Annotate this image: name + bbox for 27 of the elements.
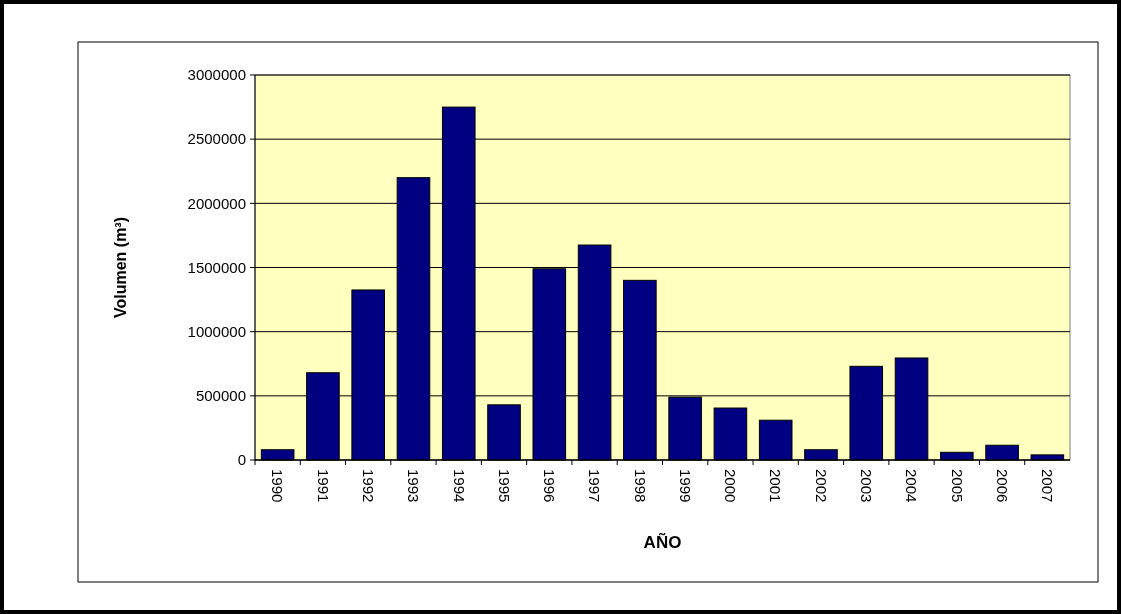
x-tick-label: 1996 — [541, 469, 559, 503]
x-tick-label: 1991 — [314, 469, 332, 503]
y-tick-label: 2500000 — [187, 130, 246, 148]
x-tick-label: 2002 — [812, 469, 830, 503]
y-tick-label: 2000000 — [187, 194, 246, 212]
x-tick-label: 2004 — [903, 469, 921, 503]
y-tick-label: 3000000 — [187, 66, 246, 84]
x-tick-label: 2001 — [767, 469, 785, 503]
x-tick-label: 1999 — [676, 469, 694, 503]
x-tick-label: 1990 — [269, 469, 287, 503]
y-tick-label: 1500000 — [187, 258, 246, 276]
x-tick-label: 1992 — [359, 469, 377, 503]
x-tick-label: 2007 — [1039, 469, 1057, 503]
y-axis-title: Volumen (m³) — [112, 216, 129, 319]
x-tick-label: 2006 — [993, 469, 1011, 503]
x-tick-label: 1995 — [495, 469, 513, 503]
y-tick-label: 0 — [237, 451, 246, 469]
x-tick-label: 1993 — [405, 469, 423, 503]
x-axis-title: AÑO — [643, 532, 682, 552]
x-tick-label: 2000 — [722, 469, 740, 503]
x-tick-label: 2005 — [948, 469, 966, 503]
y-tick-label: 1000000 — [187, 322, 246, 340]
y-tick-label: 500000 — [195, 387, 246, 405]
x-tick-label: 2003 — [858, 469, 875, 503]
x-tick-label: 1998 — [631, 469, 649, 503]
x-tick-label: 1997 — [586, 469, 604, 503]
x-tick-label: 1994 — [450, 469, 468, 503]
